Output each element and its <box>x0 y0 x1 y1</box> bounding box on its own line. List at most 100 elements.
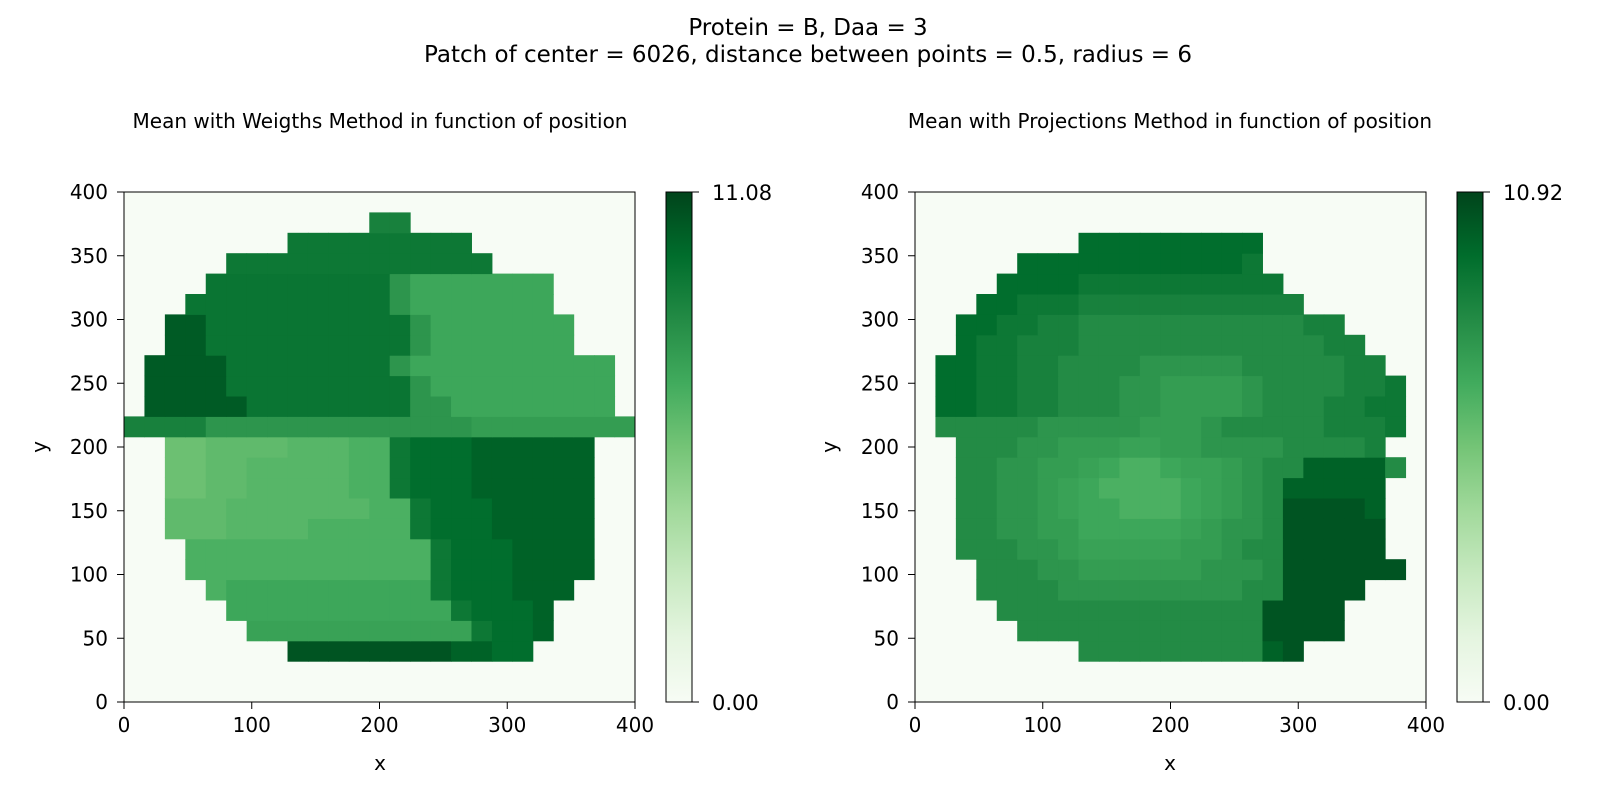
heatmap-cell <box>573 375 595 397</box>
x-tick-label: 0 <box>909 713 922 737</box>
heatmap-cell <box>226 273 248 295</box>
heatmap-cell <box>246 416 268 438</box>
heatmap-cell <box>1323 314 1345 336</box>
heatmap-cell <box>348 620 370 642</box>
heatmap-cell <box>1242 477 1263 499</box>
heatmap-cell <box>1242 620 1263 642</box>
heatmap-cell <box>471 396 493 417</box>
heatmap-cell <box>246 477 268 499</box>
heatmap-cell <box>328 620 350 642</box>
heatmap-cell <box>1058 253 1080 275</box>
heatmap-cell <box>328 477 350 499</box>
heatmap-cell <box>553 375 575 397</box>
y-tick-label: 200 <box>861 435 899 459</box>
heatmap-cell <box>430 640 452 662</box>
heatmap-cell <box>512 600 534 621</box>
heatmap-cell <box>1180 375 1202 397</box>
heatmap-cell <box>1201 518 1223 540</box>
heatmap-cell <box>430 232 452 254</box>
heatmap-cell <box>573 416 595 438</box>
heatmap-cell <box>369 579 391 601</box>
heatmap-cell <box>1262 620 1284 642</box>
y-tick-label: 300 <box>861 308 899 332</box>
heatmap-cell <box>1303 538 1325 560</box>
heatmap-cell <box>226 355 248 377</box>
heatmap-cell <box>491 416 513 438</box>
heatmap-cell <box>1282 579 1304 601</box>
heatmap-cell <box>430 314 452 336</box>
heatmap-cell <box>1078 334 1100 356</box>
heatmap-cell <box>471 253 493 275</box>
y-tick-label: 150 <box>70 499 108 523</box>
heatmap-cell <box>491 579 513 601</box>
heatmap-cell <box>226 253 248 275</box>
heatmap-cell <box>1180 559 1202 581</box>
heatmap-cell <box>1037 477 1059 499</box>
heatmap-cell <box>307 416 329 438</box>
heatmap-cell <box>935 375 957 397</box>
heatmap-cell <box>1201 355 1223 377</box>
heatmap-cell <box>1180 457 1202 479</box>
heatmap-cell <box>164 334 186 356</box>
heatmap-cell <box>144 416 166 438</box>
heatmap-cell <box>389 314 411 336</box>
heatmap-cell <box>1139 253 1161 275</box>
heatmap-cell <box>1017 314 1039 336</box>
heatmap-cell <box>1201 314 1223 336</box>
heatmap-cell <box>1201 436 1223 458</box>
heatmap-cell <box>430 396 452 417</box>
left-x-axis: 0 100 200 300 400 <box>118 702 654 737</box>
heatmap-cell <box>491 334 513 356</box>
heatmap-cell <box>1139 355 1161 377</box>
heatmap-cell <box>307 314 329 336</box>
heatmap-cell <box>205 436 227 458</box>
heatmap-cell <box>1180 579 1202 601</box>
heatmap-cell <box>1119 477 1141 499</box>
heatmap-cell <box>996 294 1018 315</box>
heatmap-cell <box>1303 375 1325 397</box>
heatmap-cell <box>553 436 575 458</box>
heatmap-cell <box>1303 436 1325 458</box>
heatmap-cell <box>996 477 1018 499</box>
heatmap-cell <box>1242 273 1263 295</box>
heatmap-cell <box>328 253 350 275</box>
heatmap-cell <box>328 579 350 601</box>
heatmap-cell <box>1098 334 1120 356</box>
heatmap-cell <box>1282 640 1304 662</box>
heatmap-cell <box>1201 416 1223 438</box>
heatmap-cell <box>955 498 977 519</box>
heatmap-cell <box>1078 579 1100 601</box>
heatmap-cell <box>267 253 289 275</box>
heatmap-cell <box>389 538 411 560</box>
heatmap-cell <box>1037 559 1059 581</box>
heatmap-cell <box>512 579 534 601</box>
heatmap-cell <box>246 620 268 642</box>
heatmap-cell <box>410 375 432 397</box>
x-tick-label: 100 <box>1024 713 1062 737</box>
heatmap-cell <box>430 294 452 315</box>
heatmap-cell <box>491 457 513 479</box>
heatmap-cell <box>1344 355 1366 377</box>
heatmap-cell <box>553 538 575 560</box>
heatmap-cell <box>328 314 350 336</box>
heatmap-cell <box>553 477 575 499</box>
heatmap-cell <box>1078 232 1100 254</box>
heatmap-cell <box>267 477 289 499</box>
heatmap-cell <box>1017 538 1039 560</box>
heatmap-cell <box>1262 518 1284 540</box>
heatmap-cell <box>144 396 166 417</box>
heatmap-cell <box>226 294 248 315</box>
heatmap-cell <box>1221 253 1243 275</box>
y-tick-label: 0 <box>95 690 108 714</box>
heatmap-cell <box>328 640 350 662</box>
heatmap-cell <box>1303 396 1325 417</box>
heatmap-cell <box>185 334 207 356</box>
heatmap-cell <box>1078 640 1100 662</box>
heatmap-cell <box>1242 416 1263 438</box>
heatmap-cell <box>451 314 472 336</box>
heatmap-cell <box>1282 314 1304 336</box>
heatmap-cell <box>328 498 350 519</box>
heatmap-cell <box>267 273 289 295</box>
heatmap-cell <box>573 396 595 417</box>
heatmap-cell <box>348 294 370 315</box>
